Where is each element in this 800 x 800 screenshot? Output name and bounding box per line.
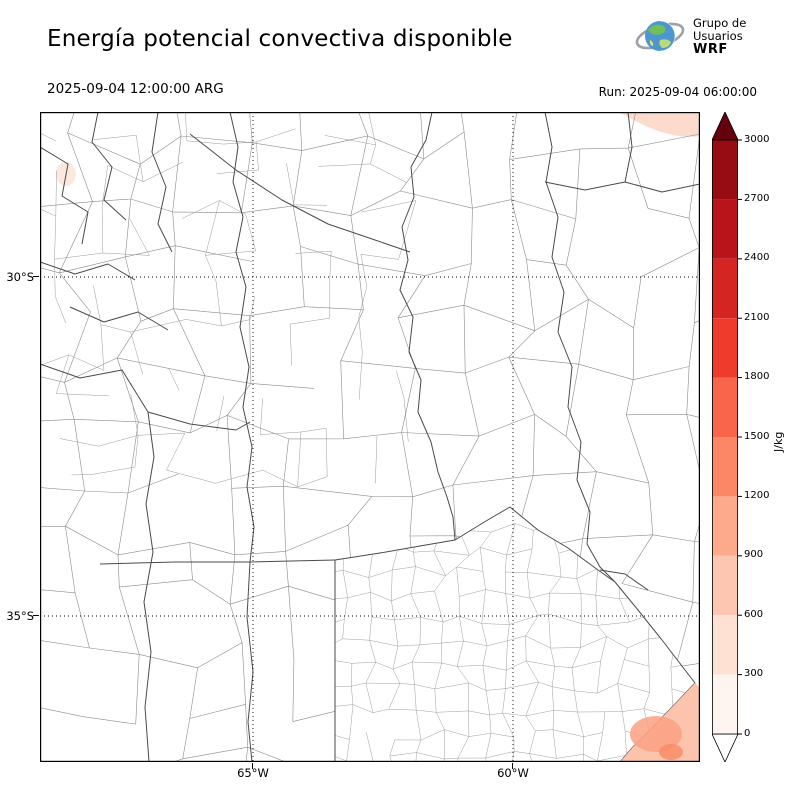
logo-line-2: Usuarios — [693, 28, 743, 43]
logo-line-1: Grupo de — [693, 15, 747, 30]
colorbar-tick: 1200 — [744, 490, 770, 501]
map-frame — [40, 112, 700, 762]
lon-tick-mark — [512, 763, 514, 769]
colorbar-segment — [712, 140, 738, 200]
lon-label-65w: 65°W — [237, 766, 269, 780]
colorbar-tick: 900 — [744, 549, 764, 560]
colorbar-segment — [712, 199, 738, 259]
colorbar-tick: 2700 — [744, 193, 770, 204]
colorbar-segment — [712, 496, 738, 556]
colorbar-unit-label: J/kg — [772, 431, 785, 452]
colorbar-outline — [712, 139, 739, 735]
colorbar-tick: 1800 — [744, 371, 770, 382]
colorbar-tick-marks — [738, 139, 742, 735]
map-plot — [39, 111, 701, 763]
colorbar-under-arrow — [711, 733, 739, 763]
buenos-aires-region — [335, 507, 695, 762]
run-time-label: Run: 2025-09-04 06:00:00 — [598, 85, 757, 99]
colorbar-segment — [712, 318, 738, 378]
colorbar-over-arrow — [711, 111, 739, 141]
colorbar-segment — [712, 615, 738, 675]
wrf-globe-icon — [635, 20, 685, 52]
lon-label-60w: 60°W — [497, 766, 529, 780]
lat-label-30s: 30°S — [6, 270, 34, 284]
page-title: Energía potencial convectiva disponible — [47, 26, 513, 52]
lat-label-35s: 35°S — [6, 609, 34, 623]
colorbar-segment — [712, 377, 738, 437]
colorbar-tick: 1500 — [744, 431, 770, 442]
colorbar-segment — [712, 555, 738, 616]
colorbar-tick: 2400 — [744, 252, 770, 263]
cape-shading-southeast — [620, 683, 700, 762]
valid-time-label: 2025-09-04 12:00:00 ARG — [47, 81, 224, 97]
colorbar-tick-labels: 3000 2700 2400 2100 1800 1500 1200 900 6… — [744, 112, 784, 762]
logo-line-3: WRF — [693, 41, 728, 57]
colorbar-segment — [712, 258, 738, 319]
province-boundaries — [39, 111, 701, 763]
wrf-logo: Grupo de Usuarios WRF — [634, 12, 746, 60]
lat-tick-mark — [33, 615, 39, 617]
colorbar-segment — [712, 674, 738, 734]
colorbar-tick: 300 — [744, 668, 764, 679]
colorbar-canvas — [711, 111, 742, 763]
colorbar — [711, 111, 746, 763]
lon-tick-mark — [252, 763, 254, 769]
colorbar-segment — [712, 437, 738, 497]
map-canvas — [39, 111, 701, 763]
colorbar-tick: 0 — [744, 728, 751, 739]
colorbar-tick: 3000 — [744, 134, 770, 145]
graticule — [40, 112, 700, 762]
nw-department-mesh — [40, 112, 417, 488]
lat-tick-mark — [33, 276, 39, 278]
colorbar-tick: 600 — [744, 609, 764, 620]
colorbar-tick: 2100 — [744, 312, 770, 323]
